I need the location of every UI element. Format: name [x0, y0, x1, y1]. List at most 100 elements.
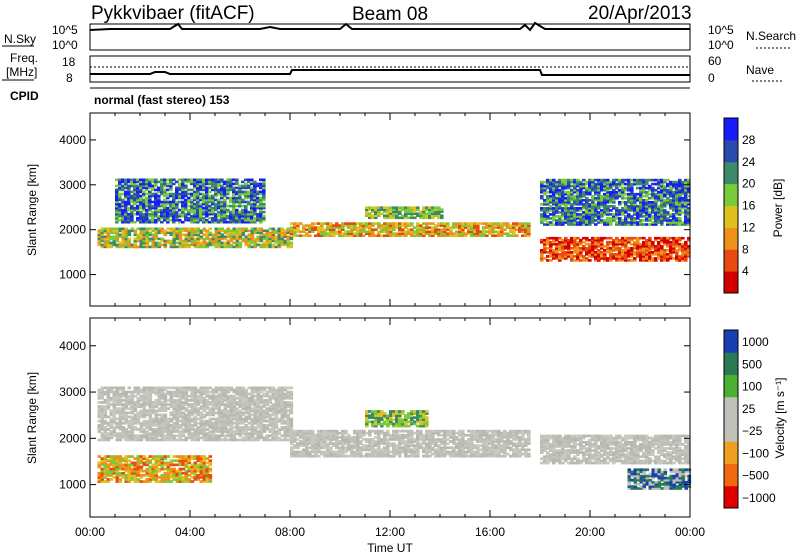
power-band-4-cell: [588, 253, 592, 256]
power-band-4-cell: [645, 240, 649, 244]
power-band-3-cell: [383, 210, 387, 213]
velocity-band-0-cell: [103, 426, 108, 429]
power-band-1-cell: [196, 190, 200, 194]
power-band-2-cell: [344, 222, 348, 225]
power-band-5-cell: [639, 209, 643, 212]
power-band-2-cell: [365, 222, 369, 225]
power-band-5-cell: [543, 199, 547, 202]
power-band-2-cell: [467, 228, 471, 231]
velocity-band-0-cell: [244, 403, 249, 406]
velocity-band-0-cell: [160, 432, 165, 435]
velocity-band-0-cell: [277, 403, 282, 406]
power-band-5-cell: [558, 182, 562, 186]
power-band-4-cell: [630, 238, 634, 242]
power-colorbar-label: Power [dB]: [771, 179, 785, 238]
power-band-5-cell: [567, 201, 571, 204]
power-band-3-cell: [377, 208, 381, 211]
power-band-0-cell: [139, 235, 144, 239]
power-band-1-cell: [232, 188, 236, 192]
velocity-band-0-cell: [106, 403, 111, 406]
velocity-band-0-cell: [274, 403, 279, 406]
velocity-band-0-cell: [172, 438, 177, 442]
velocity-band-0-cell: [214, 390, 219, 394]
power-band-1-cell: [133, 180, 137, 184]
power-band-0-cell: [247, 243, 252, 247]
power-band-2-cell: [509, 228, 513, 231]
power-band-0-cell: [103, 237, 108, 241]
power-band-5-cell: [552, 201, 556, 204]
power-band-2-cell: [302, 224, 306, 227]
power-band-1-cell: [163, 218, 167, 222]
power-band-1-cell: [124, 212, 128, 216]
velocity-band-0-cell: [181, 421, 186, 425]
power-band-2-cell: [467, 222, 471, 225]
power-band-5-cell: [651, 215, 655, 218]
power-band-5-cell: [654, 213, 658, 216]
velocity-band-0-cell: [139, 438, 144, 442]
power-band-5-cell: [576, 221, 580, 224]
velocity-band-0-cell: [232, 432, 237, 435]
power-band-1-cell: [145, 210, 149, 214]
power-band-1-cell: [202, 206, 206, 210]
power-band-0-cell: [190, 241, 195, 245]
power-band-5-cell: [552, 223, 556, 226]
power-band-2-cell: [458, 226, 462, 229]
power-band-1-cell: [160, 180, 164, 184]
velocity-band-0-cell: [232, 438, 237, 442]
power-band-1-cell: [196, 192, 200, 196]
power-band-5-cell: [633, 201, 637, 204]
velocity-band-0-cell: [223, 436, 228, 440]
power-band-1-cell: [124, 206, 128, 210]
power-band-0-cell: [241, 231, 246, 235]
power-band-5-cell: [564, 209, 568, 212]
velocity-band-0-cell: [262, 415, 267, 419]
power-band-4-cell: [621, 259, 625, 262]
power-band-2-cell: [308, 228, 312, 231]
velocity-band-0-cell: [271, 417, 276, 421]
power-band-5-cell: [624, 188, 628, 192]
power-band-4-cell: [561, 257, 565, 260]
power-band-2-cell: [335, 232, 339, 235]
velocity-band-0-cell: [124, 401, 129, 404]
power-band-2-cell: [446, 228, 450, 231]
velocity-band-0-cell: [256, 411, 261, 415]
power-band-2-cell: [449, 232, 453, 235]
power-band-5-cell: [639, 186, 643, 190]
velocity-band-0-cell: [274, 388, 279, 392]
power-band-0-cell: [181, 233, 186, 237]
power-band-4-cell: [687, 236, 691, 240]
velocity-band-0-cell: [259, 390, 264, 394]
velocity-band-0-cell: [199, 405, 204, 408]
power-band-4-cell: [594, 251, 598, 254]
velocity-band-0-cell: [151, 434, 156, 438]
power-band-1-cell: [127, 208, 131, 212]
power-band-1-cell: [247, 196, 251, 200]
power-band-2-cell: [524, 232, 528, 235]
power-band-5-cell: [648, 211, 652, 214]
power-band-2-cell: [362, 230, 366, 233]
velocity-band-0-cell: [247, 417, 252, 421]
velocity-band-0-cell: [208, 426, 213, 429]
power-band-2-cell: [365, 226, 369, 229]
power-band-0-cell: [217, 231, 222, 235]
power-band-4-cell: [681, 251, 685, 254]
power-band-5-cell: [555, 211, 559, 214]
power-band-0-cell: [178, 237, 183, 241]
power-band-0-cell: [157, 231, 162, 235]
power-band-4-cell: [603, 257, 607, 260]
velocity-band-0-cell: [226, 430, 231, 433]
power-band-1-cell: [172, 178, 176, 182]
power-band-2-cell: [443, 234, 447, 237]
velocity-band-0-cell: [160, 396, 165, 400]
power-band-1-cell: [208, 196, 212, 200]
power-band-1-cell: [160, 192, 164, 196]
power-band-1-cell: [262, 192, 266, 196]
power-band-2-cell: [482, 232, 486, 235]
velocity-band-0-cell: [121, 394, 126, 398]
power-band-4-cell: [585, 242, 589, 246]
power-band-1-cell: [220, 218, 224, 222]
velocity-band-0-cell: [130, 419, 135, 423]
power-band-1-cell: [202, 216, 206, 220]
power-band-1-cell: [184, 204, 188, 208]
velocity-band-0-cell: [241, 403, 246, 406]
